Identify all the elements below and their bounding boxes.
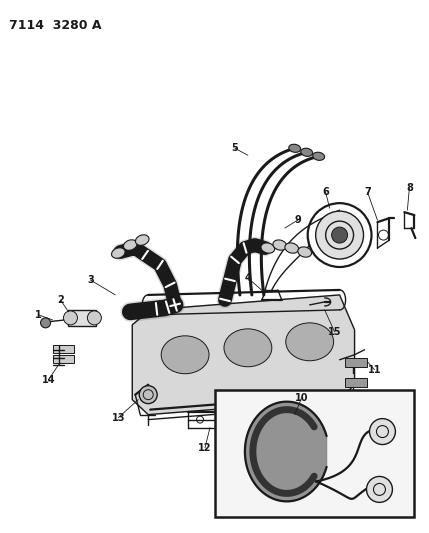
Text: 7114  3280 A: 7114 3280 A bbox=[9, 19, 101, 31]
Circle shape bbox=[316, 211, 363, 259]
Ellipse shape bbox=[136, 235, 149, 245]
Circle shape bbox=[366, 477, 393, 503]
Ellipse shape bbox=[124, 240, 137, 251]
Polygon shape bbox=[245, 402, 326, 502]
Circle shape bbox=[332, 227, 347, 243]
Bar bbox=[52, 355, 75, 363]
Text: 4: 4 bbox=[245, 273, 251, 283]
Circle shape bbox=[139, 386, 157, 403]
Polygon shape bbox=[132, 295, 354, 415]
Bar bbox=[69, 310, 97, 326]
Ellipse shape bbox=[286, 323, 334, 361]
Ellipse shape bbox=[289, 144, 301, 152]
Ellipse shape bbox=[301, 148, 313, 156]
Text: 13: 13 bbox=[112, 413, 125, 423]
Circle shape bbox=[369, 418, 396, 445]
Ellipse shape bbox=[112, 248, 125, 259]
Text: 9: 9 bbox=[294, 215, 301, 225]
Text: 11: 11 bbox=[368, 365, 381, 375]
Bar bbox=[344, 358, 366, 367]
Circle shape bbox=[63, 311, 78, 325]
Circle shape bbox=[41, 318, 51, 328]
Bar bbox=[215, 390, 414, 518]
Ellipse shape bbox=[298, 247, 311, 257]
Bar bbox=[52, 345, 75, 353]
Circle shape bbox=[334, 229, 346, 241]
Ellipse shape bbox=[313, 152, 325, 160]
Text: 7: 7 bbox=[364, 187, 371, 197]
Text: 14: 14 bbox=[42, 375, 55, 385]
Text: 6: 6 bbox=[322, 187, 329, 197]
Ellipse shape bbox=[285, 243, 299, 253]
Text: 2: 2 bbox=[57, 295, 64, 305]
Ellipse shape bbox=[261, 243, 275, 253]
Text: 3: 3 bbox=[87, 275, 94, 285]
Ellipse shape bbox=[273, 240, 287, 250]
Text: 8: 8 bbox=[406, 183, 413, 193]
Circle shape bbox=[88, 311, 101, 325]
Circle shape bbox=[326, 221, 353, 249]
Ellipse shape bbox=[161, 336, 209, 374]
Text: 15: 15 bbox=[328, 327, 341, 337]
Text: 10: 10 bbox=[295, 393, 308, 402]
Ellipse shape bbox=[224, 329, 272, 367]
Text: 5: 5 bbox=[232, 143, 238, 154]
Text: 1: 1 bbox=[35, 310, 42, 320]
Bar bbox=[344, 378, 366, 386]
Text: 12: 12 bbox=[198, 442, 212, 453]
